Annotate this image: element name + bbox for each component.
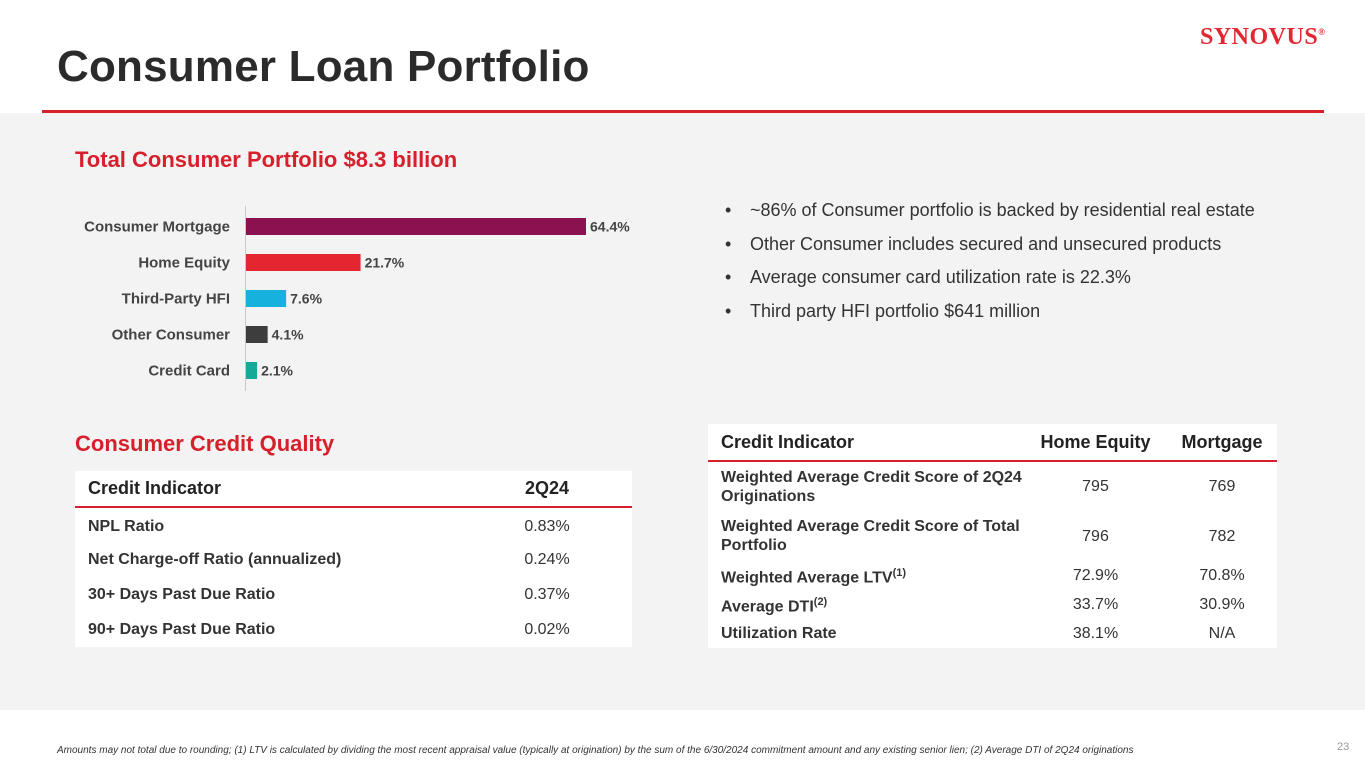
footnote-marker: (2) [813,595,828,608]
row-label: Weighted Average Credit Score of Total P… [708,511,1024,561]
bar [246,362,258,379]
column-header: Home Equity [1024,424,1167,462]
bar [246,254,361,271]
table-header-row: Credit Indicator 2Q24 [75,471,632,508]
home-equity-value: 33.7% [1072,596,1119,613]
home-equity-value: 38.1% [1072,625,1119,642]
bar [246,218,586,235]
synovus-logo: SYNOVUS® [1200,24,1325,51]
bar [246,290,287,307]
table-header-row: Credit Indicator Home Equity Mortgage [708,424,1277,462]
table-row: 90+ Days Past Due Ratio 0.02% [75,612,632,647]
row-label-text: Weighted Average Credit Score of Total P… [721,518,1020,554]
page-title: Consumer Loan Portfolio [57,42,590,91]
column-header: 2Q24 [462,471,632,508]
slide-header: Consumer Loan Portfolio SYNOVUS® [0,0,1365,113]
data-label: 7.6% [290,291,322,307]
bullet-item: Third party HFI portfolio $641 million [725,298,1255,332]
category-label: Home Equity [138,255,230,272]
category-label: Other Consumer [112,327,231,344]
home-equity-value: 72.9% [1072,567,1119,584]
mortgage-value: 70.8% [1199,567,1245,584]
column-header: Mortgage [1167,424,1277,462]
logo-registered-mark: ® [1318,27,1326,37]
row-label: 30+ Days Past Due Ratio [88,585,276,603]
portfolio-bullets: ~86% of Consumer portfolio is backed by … [725,197,1255,331]
category-label: Third-Party HFI [122,291,230,308]
row-label: Weighted Average Credit Score of 2Q24 Or… [708,461,1024,511]
mortgage-value: 30.9% [1199,596,1245,613]
home-equity-value: 796 [1082,527,1109,545]
logo-text: SYNOVUS [1200,24,1319,50]
portfolio-bar-chart: Consumer Mortgage 64.4% Home Equity 21.7% Th… [84,206,630,391]
row-label: 90+ Days Past Due Ratio [88,620,276,638]
credit-indicator-table: Credit Indicator Home Equity Mortgage We… [708,424,1277,648]
row-label-text: Utilization Rate [721,625,837,642]
row-value: 0.02% [524,620,570,638]
row-label-text: Weighted Average Credit Score of 2Q24 Or… [721,468,1022,505]
table-row: Net Charge-off Ratio (annualized) 0.24% [75,542,632,577]
bullet-item: ~86% of Consumer portfolio is backed by … [725,197,1255,231]
row-label-text: Average DTI [721,598,814,616]
table-row: Weighted Average LTV(1) 72.9% 70.8% [708,561,1277,590]
data-label: 21.7% [365,255,405,271]
row-label: Weighted Average LTV(1) [708,561,1024,590]
table-row: 30+ Days Past Due Ratio 0.37% [75,577,632,612]
row-label: Net Charge-off Ratio (annualized) [88,550,342,568]
portfolio-heading: Total Consumer Portfolio $8.3 billion [75,147,458,172]
row-label: Average DTI(2) [708,590,1024,619]
header-divider [42,110,1324,113]
mortgage-value: N/A [1208,625,1236,642]
bullet-item: Average consumer card utilization rate i… [725,264,1255,298]
column-header: Credit Indicator [75,471,462,508]
row-label: Utilization Rate [708,619,1024,648]
row-value: 0.37% [524,585,570,603]
table-row: Weighted Average Credit Score of Total P… [708,511,1277,561]
table-row: Weighted Average Credit Score of 2Q24 Or… [708,461,1277,511]
row-label-text: Weighted Average LTV [721,569,893,587]
page-number: 23 [1337,741,1350,753]
mortgage-value: 782 [1208,527,1236,545]
data-label: 2.1% [261,363,293,379]
bar [246,326,268,343]
footnote-marker: (1) [892,566,907,579]
mortgage-value: 769 [1208,478,1236,495]
row-value: 0.83% [524,518,570,535]
table-row: NPL Ratio 0.83% [75,507,632,542]
category-label: Consumer Mortgage [84,219,230,236]
table-row: Average DTI(2) 33.7% 30.9% [708,590,1277,619]
row-label: NPL Ratio [88,518,165,535]
data-label: 64.4% [590,219,630,235]
table-row: Utilization Rate 38.1% N/A [708,619,1277,648]
footnote: Amounts may not total due to rounding; (… [57,745,1134,756]
data-label: 4.1% [272,327,304,343]
credit-quality-heading: Consumer Credit Quality [75,431,335,456]
category-label: Credit Card [148,363,230,380]
column-header: Credit Indicator [708,424,1024,462]
home-equity-value: 795 [1082,478,1109,495]
row-value: 0.24% [524,550,570,568]
credit-quality-table: Credit Indicator 2Q24 NPL Ratio 0.83% Ne… [75,471,632,647]
bullet-item: Other Consumer includes secured and unse… [725,231,1255,265]
